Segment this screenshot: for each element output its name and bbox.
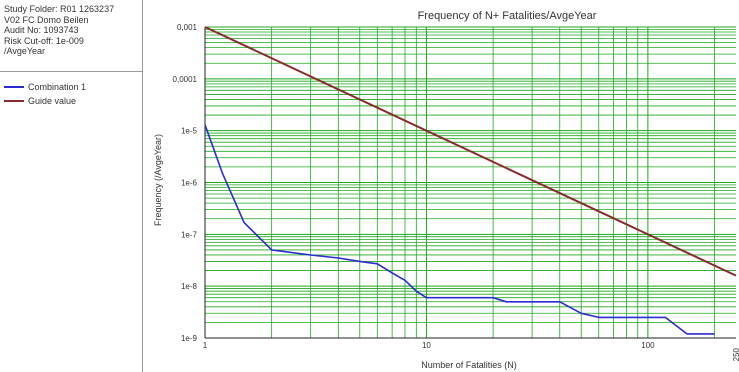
x-tick-label: 10 [422,341,431,350]
legend-label-guide-value: Guide value [28,96,77,106]
x-tick-label: 100 [641,341,655,350]
audit-number-line: Audit No: 1093743 [4,25,79,35]
y-tick-label: 0,0001 [173,75,198,84]
y-tick-label: 1e-5 [181,127,198,136]
risk-cutoff-line: Risk Cut-off: 1e-009 [4,35,84,46]
x-axis-label: Number of Fatalities (N) [421,360,517,370]
y-tick-label: 1e-7 [181,230,198,239]
y-axis-label: Frequency (/AvgeYear) [153,134,163,226]
study-folder-line: Study Folder: R01 1263237 [4,4,115,14]
y-tick-label: 1e-6 [181,179,198,188]
chart-title: Frequency of N+ Fatalities/AvgeYear [418,10,597,22]
tick-labels: 0,001 0,0001 1e-5 1e-6 1e-7 1e-8 1e-9 1 10 100 250 [173,23,739,361]
y-tick-label: 1e-8 [181,282,198,291]
plot-frame [204,27,736,339]
series-lines [204,26,737,335]
x-tick-label: 1 [203,341,208,350]
legend-label-combination-1: Combination 1 [28,82,87,92]
study-name-line: V02 FC Domo Beilen [4,14,89,25]
risk-cutoff-unit-line: /AvgeYear [4,46,46,56]
grid-lines [204,26,736,339]
y-tick-label: 0,001 [177,23,198,32]
info-panel: Study Folder: R01 1263237 V02 FC Domo Be… [0,0,143,372]
series-line-guide-value [204,26,737,277]
y-tick-label: 1e-9 [181,334,198,343]
legend-item-guide-value[interactable]: Guide value [4,94,86,108]
study-info: Study Folder: R01 1263237 V02 FC Domo Be… [0,0,143,72]
legend-swatch-guide-value [4,100,24,102]
legend-item-combination-1[interactable]: Combination 1 [4,80,86,94]
series-line-combination-1 [204,124,715,335]
x-tick-label: 250 [732,347,739,361]
legend-swatch-combination-1 [4,86,24,88]
fn-curve-chart: Frequency of N+ Fatalities/AvgeYear Numb… [153,10,739,370]
legend: Combination 1 Guide value [4,80,86,108]
